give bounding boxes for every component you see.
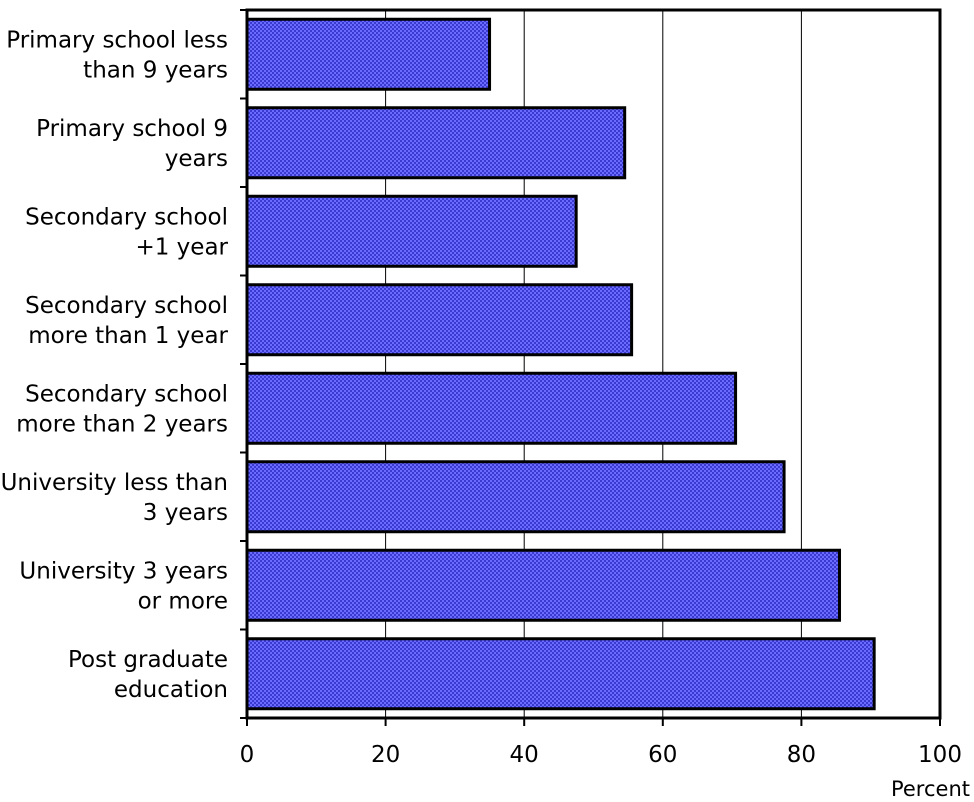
x-tick-label: 100 — [918, 742, 962, 768]
bars — [245, 17, 876, 711]
category-label: Secondary school more than 1 year — [25, 293, 228, 349]
bar — [245, 371, 738, 445]
category-label: Secondary school +1 year — [25, 204, 228, 260]
y-axis: Primary school less than 9 years Primary s… — [1, 9, 247, 719]
bar — [245, 283, 634, 357]
bar — [245, 106, 627, 180]
bar — [245, 17, 492, 91]
x-tick-label: 40 — [510, 742, 539, 768]
bar — [245, 637, 876, 711]
category-label: University 3 years or more — [19, 558, 228, 614]
x-axis: 0 20 40 60 80 100 — [240, 718, 962, 768]
bar — [245, 548, 842, 622]
category-label: Post graduate education — [68, 647, 228, 703]
bar — [245, 194, 578, 268]
x-tick-label: 60 — [648, 742, 677, 768]
bar — [245, 460, 786, 534]
category-label: Primary school less than 9 years — [6, 27, 228, 83]
x-tick-label: 0 — [240, 742, 255, 768]
x-tick-label: 80 — [787, 742, 816, 768]
category-label: Secondary school more than 2 years — [16, 381, 228, 437]
x-tick-label: 20 — [371, 742, 400, 768]
x-axis-title: Percent — [891, 777, 970, 801]
category-label: Primary school 9 years — [36, 116, 228, 172]
category-label: University less than 3 years — [1, 470, 228, 526]
